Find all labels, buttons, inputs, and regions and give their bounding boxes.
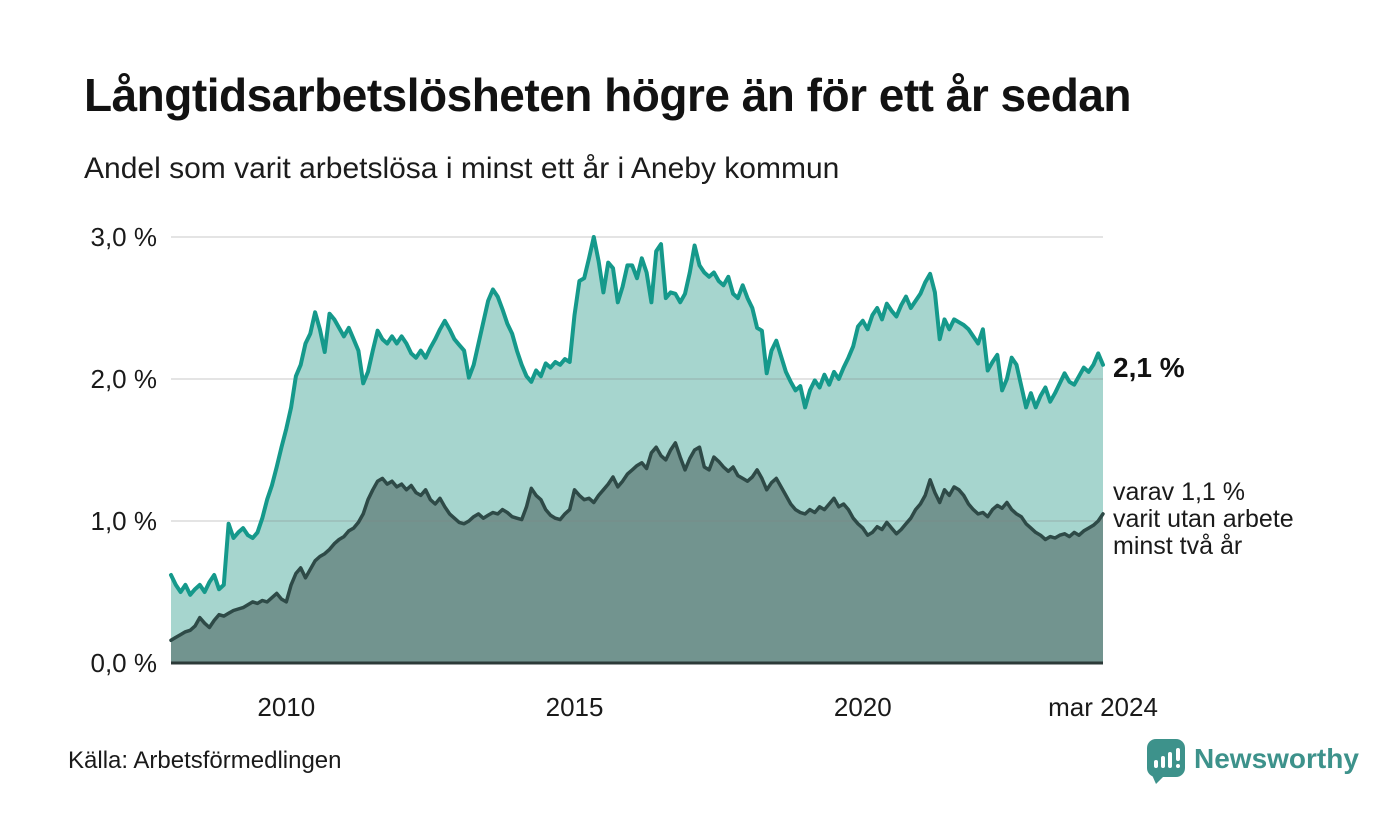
secondary-annotation: varav 1,1 % varit utan arbete minst två …: [1113, 479, 1294, 560]
x-axis-tick-label: 2020: [833, 692, 892, 722]
x-axis-tick-label: mar 2024: [1048, 692, 1158, 722]
source-credit: Källa: Arbetsförmedlingen: [68, 747, 342, 774]
series-line-1: [169, 441, 1105, 643]
secondary-annotation-line: varav 1,1 %: [1113, 478, 1246, 506]
y-axis-tick-label: 1,0 %: [90, 506, 158, 536]
x-axis-tick-label: 2010: [257, 692, 316, 722]
newsworthy-bars-icon: [1147, 739, 1185, 784]
end-value-label: 2,1 %: [1113, 352, 1185, 383]
y-axis-tick-label: 3,0 %: [90, 222, 158, 252]
page-subtitle: Andel som varit arbetslösa i minst ett å…: [84, 152, 840, 185]
x-axis-tick-label: 2015: [545, 692, 604, 722]
series-line-0: [169, 235, 1105, 597]
y-axis-tick-label: 0,0 %: [90, 648, 158, 678]
secondary-annotation-line: minst två år: [1113, 532, 1243, 560]
secondary-annotation-line: varit utan arbete: [1113, 505, 1294, 533]
newsworthy-logo-text: Newsworthy: [1194, 743, 1359, 774]
y-axis-tick-label: 2,0 %: [90, 364, 158, 394]
page-title: Långtidsarbetslösheten högre än för ett …: [84, 69, 1131, 121]
series-area-1: [171, 442, 1103, 663]
newsworthy-logo: Newsworthy: [1147, 739, 1359, 785]
